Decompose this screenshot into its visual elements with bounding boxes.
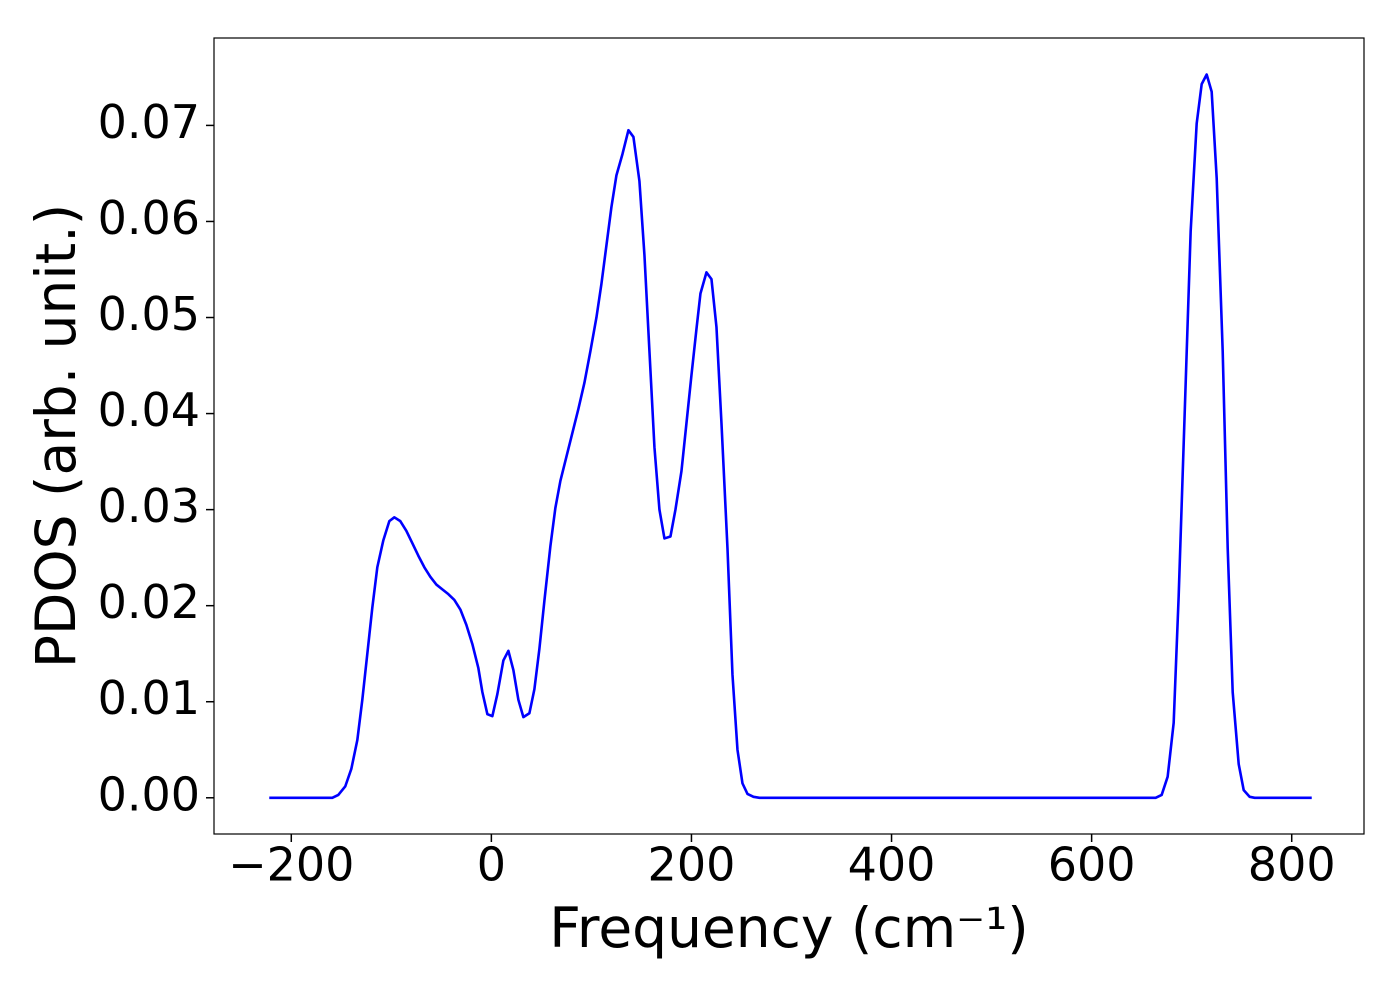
x-tick-label: −200	[228, 838, 354, 892]
y-axis-label: PDOS (arb. unit.)	[24, 204, 88, 668]
x-axis-label: Frequency (cm⁻¹)	[549, 896, 1028, 960]
y-tick-label: 0.06	[98, 191, 200, 245]
plot-frame	[213, 37, 1365, 835]
data-line	[269, 73, 1312, 800]
x-tick-label: 800	[1248, 838, 1336, 892]
y-tick-label: 0.02	[98, 575, 200, 629]
y-tick-label: 0.05	[98, 287, 200, 341]
y-tick-label: 0.07	[98, 95, 200, 149]
x-tick-label: 0	[477, 838, 506, 892]
y-tick-label: 0.04	[98, 383, 200, 437]
y-tick-label: 0.00	[98, 767, 200, 821]
y-tick-label: 0.03	[98, 479, 200, 533]
x-tick-label: 200	[648, 838, 736, 892]
x-tick-label: 400	[848, 838, 936, 892]
x-tick-label: 600	[1048, 838, 1136, 892]
y-tick-label: 0.01	[98, 671, 200, 725]
